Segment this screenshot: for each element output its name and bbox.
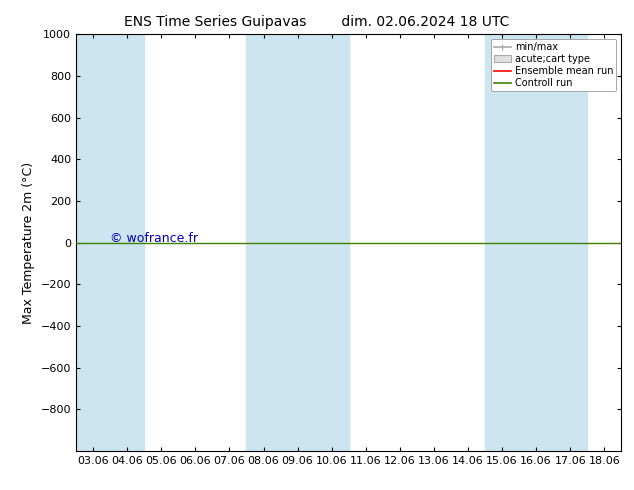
Text: © wofrance.fr: © wofrance.fr bbox=[110, 232, 198, 245]
Bar bbox=[76, 34, 144, 451]
Bar bbox=[247, 34, 349, 451]
Legend: min/max, acute;cart type, Ensemble mean run, Controll run: min/max, acute;cart type, Ensemble mean … bbox=[491, 39, 616, 91]
Bar bbox=[485, 34, 587, 451]
Y-axis label: Max Temperature 2m (°C): Max Temperature 2m (°C) bbox=[22, 162, 35, 323]
Text: ENS Time Series Guipavas        dim. 02.06.2024 18 UTC: ENS Time Series Guipavas dim. 02.06.2024… bbox=[124, 15, 510, 29]
